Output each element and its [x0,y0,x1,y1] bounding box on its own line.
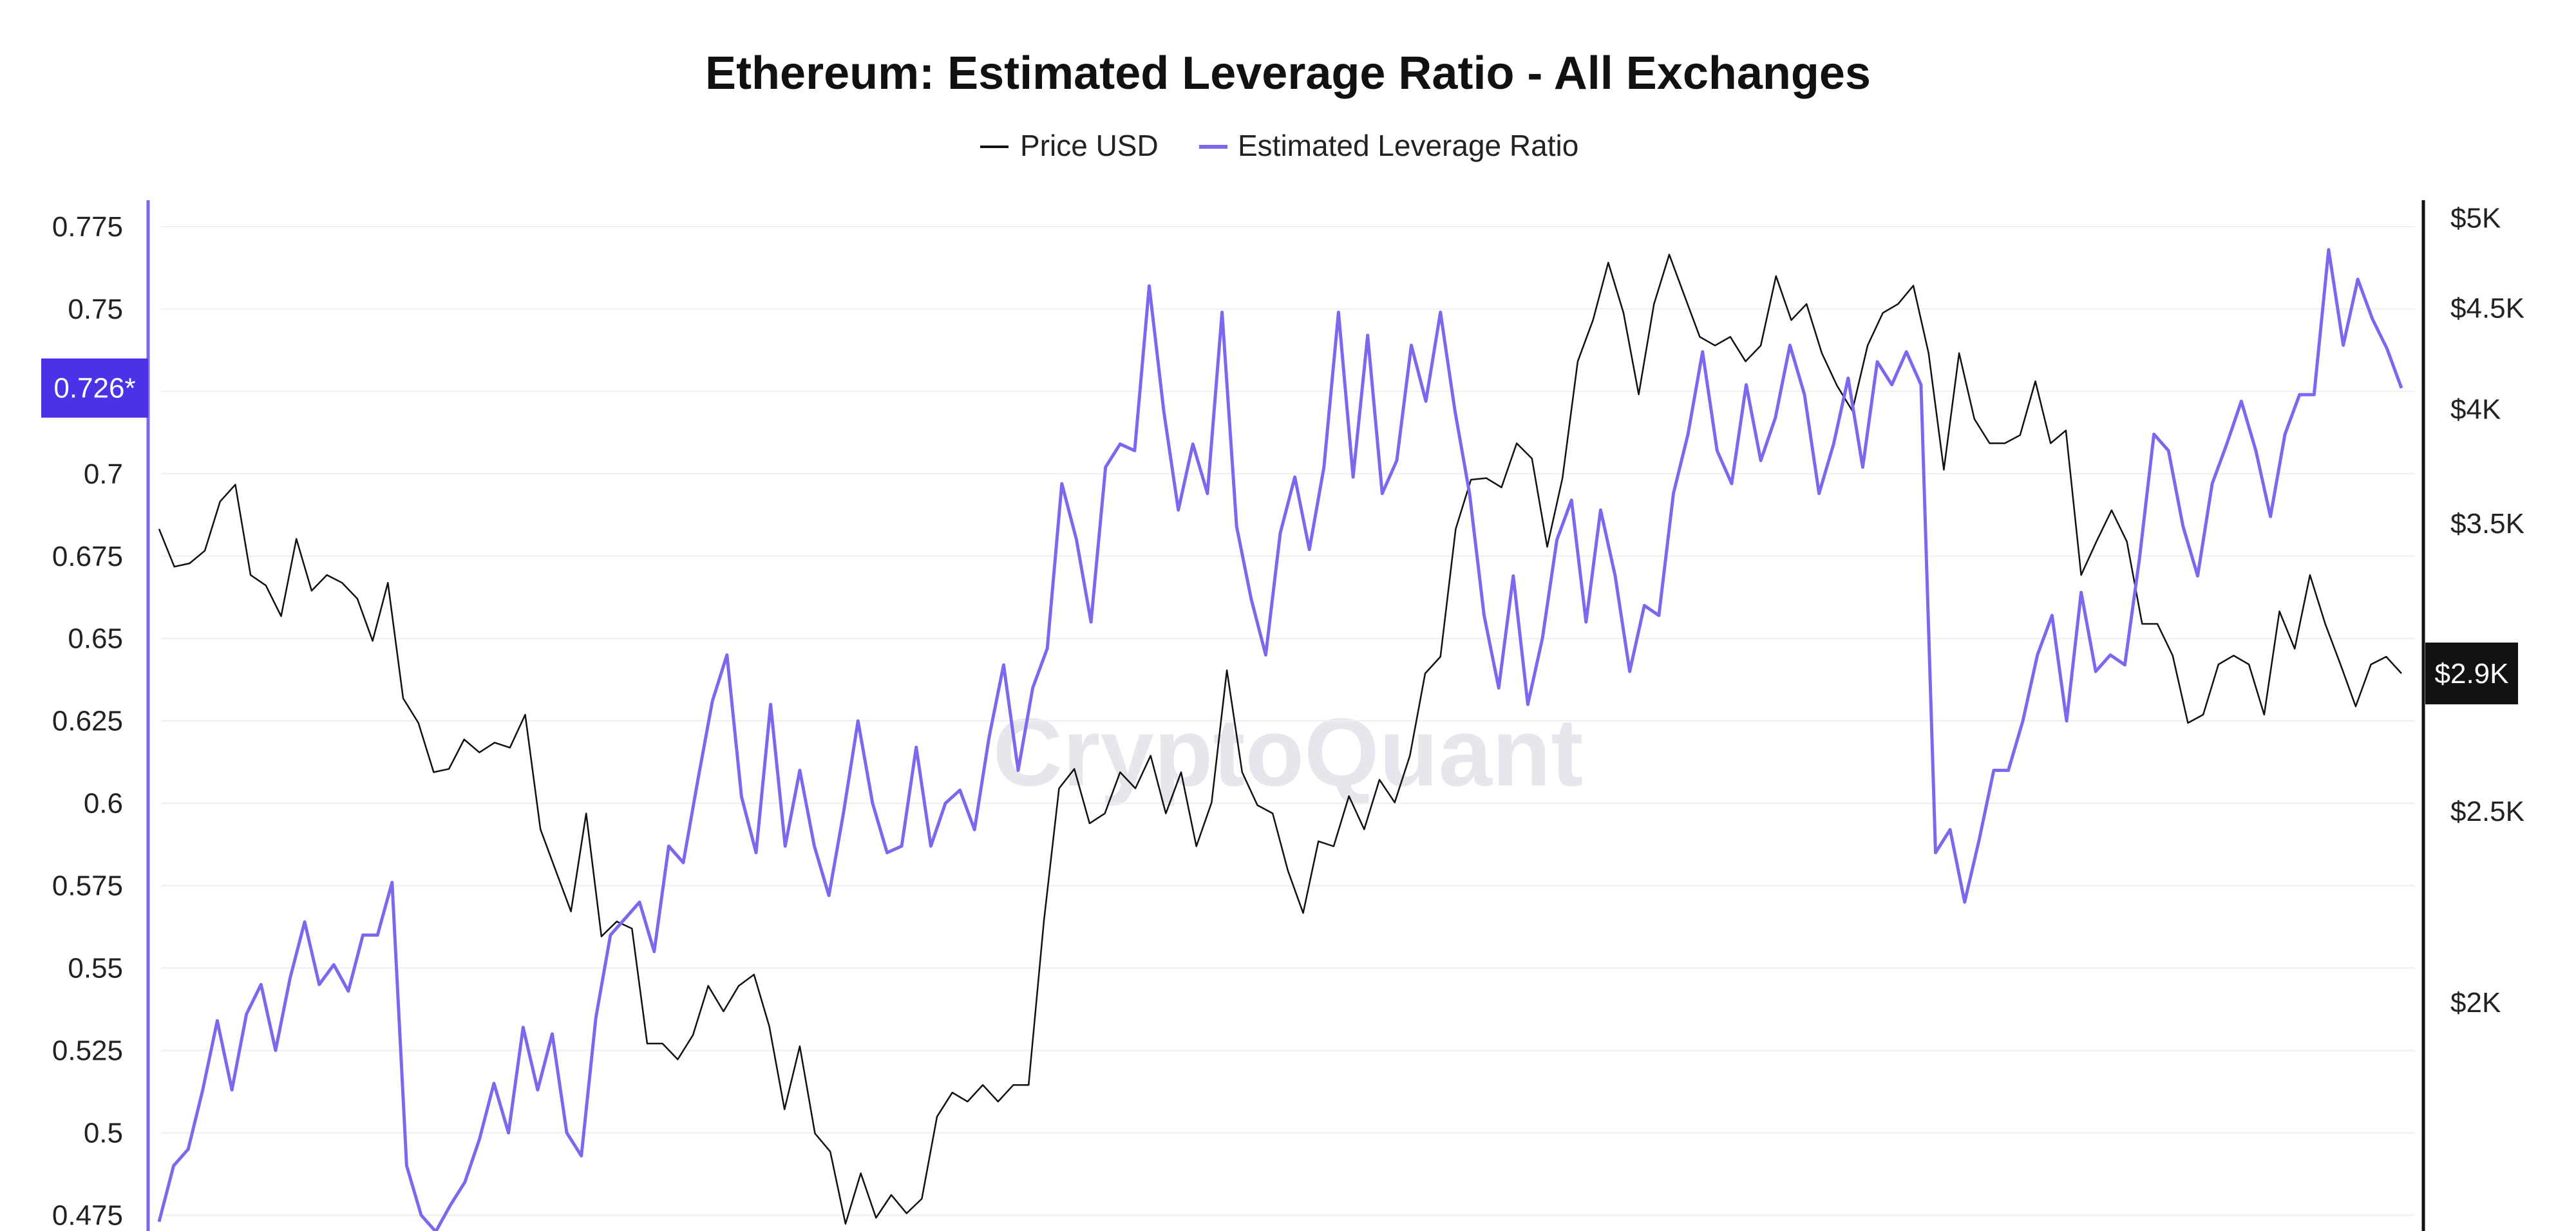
left-tick-label: 0.625 [52,706,123,737]
grid [161,225,2415,1216]
left-axis-ticks: 0.775 0.75 0.7 0.675 0.65 0.625 0.6 0.575 0.55 0.… [52,211,123,1231]
left-tick-label: 0.675 [52,541,123,572]
left-current-value-badge: 0.726* [41,358,148,418]
left-current-value-label: 0.726* [53,373,135,404]
chart-title: Ethereum: Estimated Leverage Ratio - All… [705,48,1871,99]
left-tick-label: 0.75 [68,294,123,325]
left-tick-label: 0.65 [68,623,123,655]
right-tick-label: $4K [2450,393,2501,425]
right-current-value-label: $2.9K [2435,658,2509,690]
legend-label-price: Price USD [1020,129,1159,162]
right-tick-label: $5K [2450,203,2501,234]
left-tick-label: 0.575 [52,870,123,902]
right-current-value-bg [2425,642,2518,704]
right-tick-label: $3.5K [2450,508,2524,540]
right-tick-label: $4.5K [2450,293,2524,324]
series-line-leverage [157,248,2403,1231]
right-tick-label: $2K [2450,987,2501,1019]
right-current-value-badge: $2.9K [2425,642,2518,704]
legend-item-leverage[interactable]: Estimated Leverage Ratio [1199,129,1578,162]
left-tick-label: 0.475 [52,1199,123,1231]
legend-label-leverage: Estimated Leverage Ratio [1238,129,1578,162]
left-current-value-bg [41,358,148,418]
right-axis-ticks: $5K $4.5K $4K $3.5K $2.5K $2K [2450,203,2524,1019]
legend: Price USD Estimated Leverage Ratio [980,129,1578,162]
series-line-price [158,254,2402,1225]
legend-item-price[interactable]: Price USD [980,129,1159,162]
right-tick-label: $2.5K [2450,796,2524,827]
left-tick-label: 0.55 [68,953,123,984]
left-tick-label: 0.5 [84,1117,123,1149]
left-tick-label: 0.6 [84,788,123,820]
left-tick-label: 0.775 [52,211,123,243]
left-tick-label: 0.7 [84,458,123,490]
watermark: CryptoQuant [993,698,1584,806]
left-tick-label: 0.525 [52,1035,123,1066]
